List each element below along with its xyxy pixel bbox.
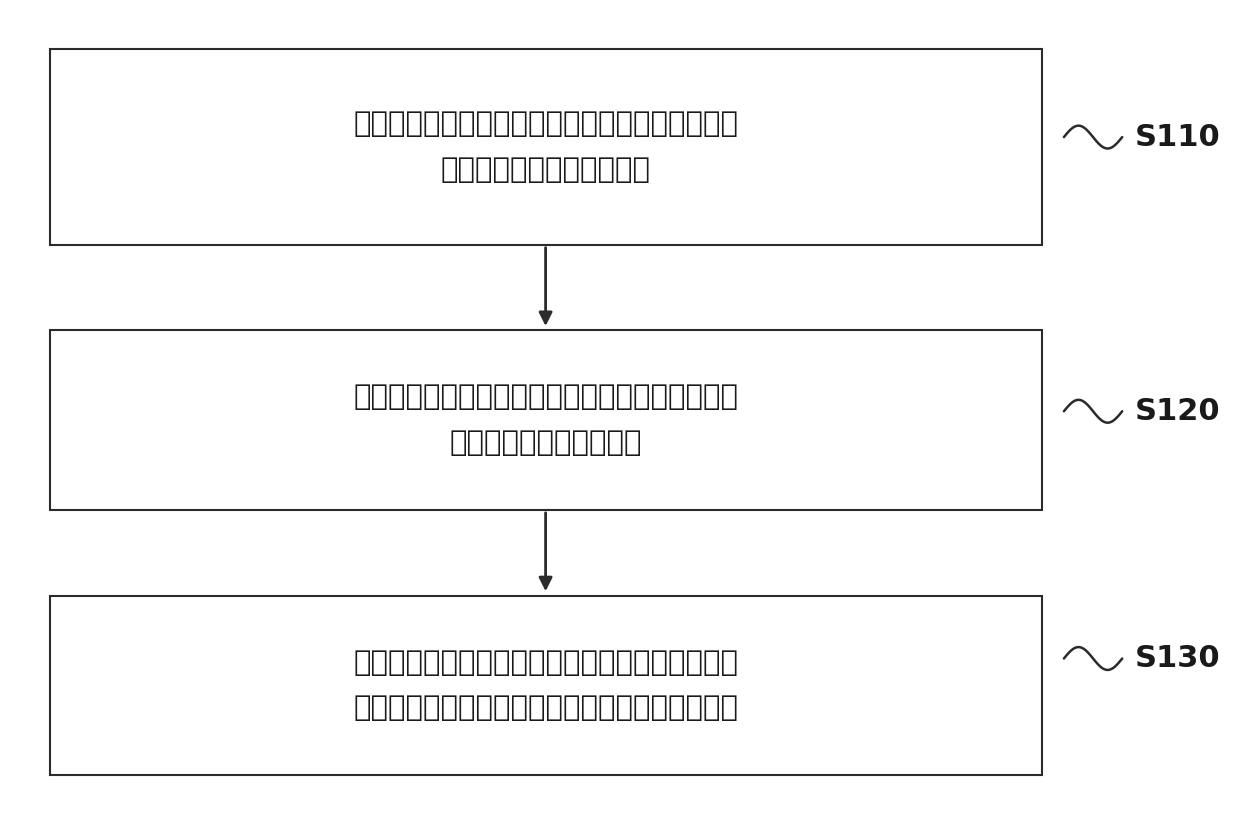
Text: S130: S130 bbox=[1135, 644, 1220, 673]
Text: S120: S120 bbox=[1135, 397, 1220, 426]
Bar bbox=[50, 49, 1042, 245]
Text: 获取目标物体的当前帧深度图像及与当前帧深度图
像相对应的当前帧彩色图像: 获取目标物体的当前帧深度图像及与当前帧深度图 像相对应的当前帧彩色图像 bbox=[353, 110, 738, 184]
Bar bbox=[50, 330, 1042, 510]
Text: 利用当前帧深度图像和第一目标物体重建模型，得
到第二目标物体重建模型: 利用当前帧深度图像和第一目标物体重建模型，得 到第二目标物体重建模型 bbox=[353, 384, 738, 457]
Text: S110: S110 bbox=[1135, 122, 1220, 152]
Text: 根据当前帧彩色图像与前置彩色图像中的关键帧，
确定第二目标物体重建模型中的各顶点的颜色信息: 根据当前帧彩色图像与前置彩色图像中的关键帧， 确定第二目标物体重建模型中的各顶点… bbox=[353, 649, 738, 722]
Bar bbox=[50, 596, 1042, 775]
